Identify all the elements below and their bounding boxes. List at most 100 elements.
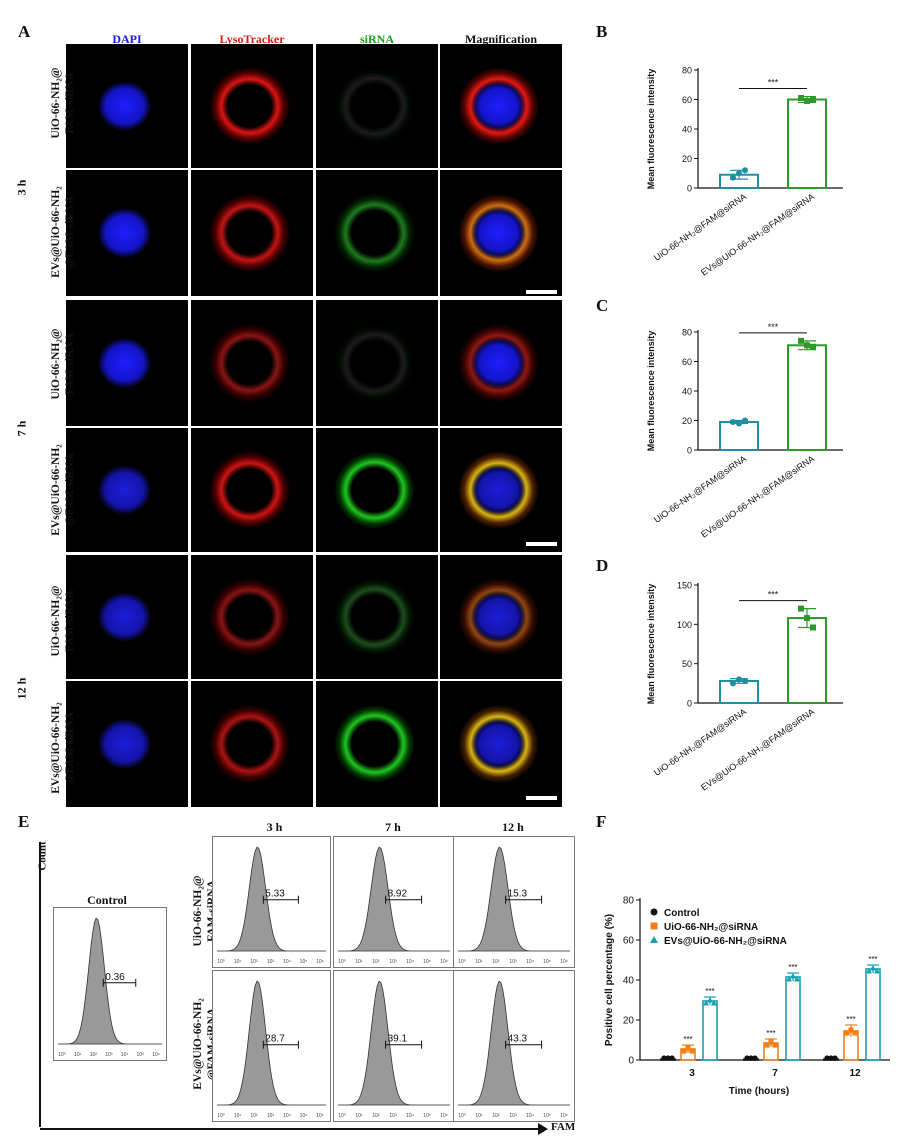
significance-label: ***: [846, 1015, 855, 1024]
data-point: [804, 615, 810, 622]
data-point: [870, 965, 876, 971]
histogram-tick-label: 10³: [389, 1113, 397, 1119]
micrograph-cell: [191, 300, 313, 426]
y-tick-label: 0: [628, 1056, 634, 1067]
y-axis-label: Mean fluorescence intensity: [646, 69, 656, 190]
histogram-tick-label: 10⁰: [338, 959, 346, 965]
histogram-plot: 10⁰ 10¹ 10² 10³ 10⁴ 10⁵ 10⁶ 0.36: [58, 917, 162, 1058]
y-tick-label: 40: [623, 976, 635, 987]
histogram-tick-label: 10⁵: [137, 1052, 145, 1058]
scale-bar: [526, 542, 557, 546]
significance-label: ***: [768, 78, 779, 88]
histogram-tick-label: 10⁶: [316, 1113, 324, 1119]
micrograph-cell: [66, 681, 188, 807]
gate-value-label: 5.33: [265, 889, 285, 900]
histogram-tick-label: 10⁶: [440, 1113, 448, 1119]
histogram-tick-label: 10³: [389, 959, 397, 965]
gate-value-label: 43.3: [508, 1034, 528, 1045]
bar: [787, 344, 827, 451]
histogram-tick-label: 10³: [509, 959, 517, 965]
flow-time-7h: 7 h: [385, 820, 401, 834]
histogram-tick-label: 10⁰: [58, 1052, 66, 1058]
data-point: [810, 343, 816, 350]
data-point: [764, 1042, 770, 1048]
data-point: [744, 1055, 750, 1061]
micrograph-cell: [66, 555, 188, 679]
legend-label: EVs@UiO-66-NH₂@siRNA: [664, 936, 787, 947]
data-point: [832, 1055, 838, 1061]
legend-marker: [650, 908, 658, 916]
row-label-line: EVs@UiO-66-NH₂: [192, 998, 204, 1090]
histogram-tick-label: 10²: [492, 959, 500, 965]
y-axis-label: Positive cell percentage (%): [604, 914, 615, 1046]
histogram-tick-label: 10⁴: [121, 1052, 129, 1058]
histogram-tick-label: 10⁰: [217, 1113, 225, 1119]
micrograph-cell: [440, 681, 562, 807]
histogram-tick-label: 10⁶: [560, 1113, 568, 1119]
x-tick-label: EVs@UiO-66-NH₂@FAM@siRNA: [699, 453, 816, 539]
significance-label: ***: [766, 1029, 775, 1038]
data-point: [736, 676, 742, 683]
histogram-tick-label: 10¹: [355, 1113, 363, 1119]
data-point: [736, 170, 742, 177]
data-point: [736, 420, 742, 427]
histogram-tick-label: 10¹: [475, 959, 483, 965]
histogram-plot: 10⁰ 10¹ 10² 10³ 10⁴ 10⁵ 10⁶ 5.33: [217, 846, 326, 965]
micrograph-cell: [191, 428, 313, 552]
row-label-line: UiO-66-NH₂@: [192, 875, 204, 947]
histogram-tick-label: 10⁴: [406, 1113, 414, 1119]
y-tick-label: 80: [623, 896, 635, 907]
histogram-tick-label: 10⁵: [300, 959, 308, 965]
panel-letter-d: D: [596, 556, 609, 575]
flow-histogram-uio: 10⁰ 10¹ 10² 10³ 10⁴ 10⁵ 10⁶ 15.3: [453, 836, 575, 968]
legend-label: UiO-66-NH₂@siRNA: [664, 922, 758, 933]
histogram-tick-label: 10⁵: [423, 959, 431, 965]
significance-label: ***: [768, 590, 779, 600]
count-axis-line: [39, 842, 41, 1127]
flow-histogram-evs: 10⁰ 10¹ 10² 10³ 10⁴ 10⁵ 10⁶ 43.3: [453, 970, 575, 1122]
micrograph-cell: [316, 681, 438, 807]
gate-value-label: 0.36: [105, 972, 125, 983]
column-header-magnification: Magnification: [465, 32, 537, 46]
bar: [787, 617, 827, 704]
flow-histogram-control: 10⁰ 10¹ 10² 10³ 10⁴ 10⁵ 10⁶ 0.36: [53, 907, 167, 1061]
histogram-tick-label: 10¹: [74, 1052, 82, 1058]
histogram-tick-label: 10⁴: [406, 959, 414, 965]
panel-letter-f: F: [596, 812, 607, 831]
scale-bar: [526, 290, 557, 294]
histogram-tick-label: 10⁵: [543, 959, 551, 965]
histogram-tick-label: 10²: [372, 959, 380, 965]
data-point: [742, 677, 748, 684]
micrograph-cell: [440, 170, 562, 296]
histogram-tick-label: 10¹: [475, 1113, 483, 1119]
column-header-dapi: DAPI: [112, 32, 142, 46]
histogram-tick-label: 10²: [90, 1052, 98, 1058]
flow-histogram-evs: 10⁰ 10¹ 10² 10³ 10⁴ 10⁵ 10⁶ 28.7: [212, 970, 331, 1122]
y-tick-label: 60: [682, 357, 692, 367]
x-axis-label: Time (hours): [729, 1086, 789, 1097]
flow-histogram-uio: 10⁰ 10¹ 10² 10³ 10⁴ 10⁵ 10⁶ 8.92: [333, 836, 455, 968]
micrograph-cell: [440, 428, 562, 552]
time-label-3h: 3 h: [14, 179, 29, 196]
histogram-tick-label: 10³: [509, 1113, 517, 1119]
histogram-tick-label: 10²: [250, 1113, 258, 1119]
data-point: [711, 1000, 717, 1006]
bar: [785, 976, 801, 1061]
row-label-line: EVs@UiO-66-NH₂: [50, 186, 62, 278]
significance-label: ***: [683, 1035, 692, 1044]
data-point: [748, 1055, 754, 1061]
data-point: [768, 1039, 774, 1045]
histogram-tick-label: 10⁵: [423, 1113, 431, 1119]
histogram-tick-label: 10⁴: [283, 959, 291, 965]
row-label-7h-uio: UiO-66-NH₂@ FAM-siRNA: [49, 309, 77, 419]
data-point: [804, 342, 810, 349]
data-point: [824, 1055, 830, 1061]
row-label-line: @FAM-siRNA: [64, 711, 76, 785]
y-axis-label: Mean fluorescence intensity: [646, 584, 656, 705]
data-point: [810, 624, 816, 631]
row-label-line: UiO-66-NH₂@: [50, 67, 62, 139]
column-header-lysotracker: LysoTracker: [219, 32, 285, 46]
histogram-tick-label: 10⁶: [560, 959, 568, 965]
data-point: [661, 1055, 667, 1061]
row-label-line: EVs@UiO-66-NH₂: [50, 444, 62, 536]
